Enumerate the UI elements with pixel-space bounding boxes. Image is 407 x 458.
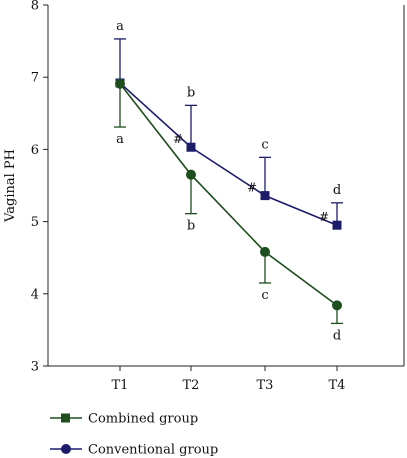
significance-letter: a (116, 132, 124, 147)
data-point-square (260, 191, 270, 201)
axes: 3 4 5 6 7 8 T1 T2 T3 T4 (31, 0, 405, 393)
y-tick-label: 8 (31, 0, 39, 14)
significance-letter: c (261, 137, 268, 152)
x-tick-label: T3 (257, 378, 274, 393)
significance-letter: d (333, 328, 341, 343)
data-point-square (186, 142, 196, 152)
legend-marker-square (61, 413, 70, 423)
series-combined (114, 38, 343, 230)
x-tick-label: T1 (112, 378, 129, 393)
y-tick-label: 7 (31, 71, 39, 86)
significance-letter: b (187, 85, 195, 100)
legend-item: Combined group (50, 412, 198, 427)
annotations: a b c d # # # a b c d (116, 19, 341, 343)
series-layer (114, 38, 343, 325)
legend-label: Conventional group (88, 443, 218, 458)
legend-marker-circle (61, 444, 71, 454)
y-axis-label: Vaginal PH (3, 149, 18, 223)
y-tick-label: 5 (31, 215, 39, 230)
significance-hash: # (173, 132, 183, 146)
y-tick-label: 4 (31, 287, 39, 302)
data-point-circle (260, 246, 270, 257)
data-point-circle (115, 78, 125, 89)
series-conventional (114, 78, 343, 325)
x-tick-label: T4 (329, 378, 346, 393)
y-tick-label: 3 (31, 360, 39, 375)
significance-letter: a (116, 19, 124, 34)
significance-letter: c (261, 288, 268, 303)
legend-item: Conventional group (50, 443, 218, 458)
data-point-square (332, 220, 342, 230)
significance-hash: # (319, 210, 329, 224)
series-line (119, 83, 338, 306)
x-tick-label: T2 (183, 378, 200, 393)
data-point-circle (186, 169, 196, 180)
data-point-circle (332, 300, 342, 311)
series-line (119, 82, 338, 226)
significance-letter: b (187, 219, 195, 234)
significance-letter: d (333, 183, 341, 198)
y-tick-label: 6 (31, 143, 39, 158)
significance-hash: # (247, 181, 257, 195)
legend: Combined group Conventional group (50, 412, 218, 458)
legend-label: Combined group (88, 412, 198, 427)
